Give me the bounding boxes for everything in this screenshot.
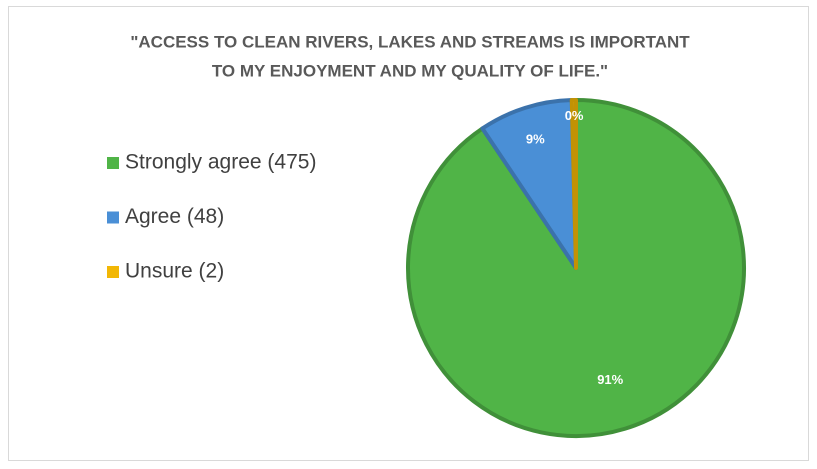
data-label: 0% (565, 108, 584, 123)
legend-swatch (107, 266, 119, 278)
chart-title: TO MY ENJOYMENT AND MY QUALITY OF LIFE." (212, 61, 608, 80)
legend-swatch (107, 157, 119, 169)
legend-label: Unsure (2) (125, 260, 224, 283)
pie-slice (569, 97, 578, 270)
legend-label: Strongly agree (475) (125, 151, 316, 174)
legend-swatch (107, 211, 119, 224)
legend-label: Agree (48) (125, 205, 224, 228)
data-label: 9% (526, 131, 545, 146)
chart-title: "ACCESS TO CLEAN RIVERS, LAKES AND STREA… (130, 32, 690, 51)
data-label: 91% (597, 372, 623, 387)
